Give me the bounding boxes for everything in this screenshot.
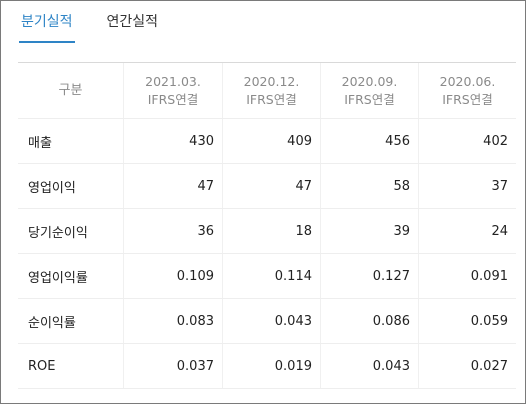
row-label: 영업이익률	[18, 254, 124, 298]
header-column: 2020.12. IFRS연결	[223, 63, 321, 118]
header-column: 2021.03. IFRS연결	[124, 63, 223, 118]
table-cell: 0.043	[223, 299, 321, 343]
header-basis: IFRS연결	[442, 91, 493, 107]
table-cell: 456	[321, 119, 419, 163]
table-cell: 0.086	[321, 299, 419, 343]
row-label: 순이익률	[18, 299, 124, 343]
table-cell: 37	[491, 178, 508, 194]
table-cell: 0.109	[124, 254, 223, 298]
header-basis: IFRS연결	[147, 91, 199, 107]
table-row-operating-profit: 영업이익 47 47 58 37	[18, 164, 516, 209]
table-cell: 0.083	[124, 299, 223, 343]
row-label: 매출	[18, 119, 124, 163]
table-cell: 0.027	[470, 358, 508, 374]
header-basis: IFRS연결	[246, 91, 297, 107]
table-cell: 47	[124, 164, 223, 208]
header-period: 2020.06.	[439, 73, 496, 89]
table-cell: 0.059	[470, 313, 508, 329]
table-cell: 409	[223, 119, 321, 163]
table-cell: 18	[223, 209, 321, 253]
header-period: 2020.12.	[243, 73, 300, 89]
tab-annual-results[interactable]: 연간실적	[106, 14, 159, 30]
table-cell: 47	[223, 164, 321, 208]
table-cell: 0.037	[124, 344, 223, 388]
row-label: ROE	[18, 344, 124, 388]
table-cell: 0.043	[321, 344, 419, 388]
table-row-net-income: 당기순이익 36 18 39 24	[18, 209, 516, 254]
header-period: 2021.03.	[145, 73, 201, 89]
tab-quarterly-results[interactable]: 분기실적	[19, 8, 75, 43]
row-label: 당기순이익	[18, 209, 124, 253]
table-cell: 402	[483, 133, 508, 149]
table-row-operating-margin: 영업이익률 0.109 0.114 0.127 0.091	[18, 254, 516, 299]
table-cell: 24	[491, 223, 508, 239]
table-cell: 0.114	[223, 254, 321, 298]
header-category-label: 구분	[58, 82, 83, 98]
table-row-net-margin: 순이익률 0.083 0.043 0.086 0.059	[18, 299, 516, 344]
financial-results-table: 구분 2021.03. IFRS연결 2020.12. IFRS연결 2020.…	[18, 62, 516, 389]
table-cell: 430	[124, 119, 223, 163]
header-basis: IFRS연결	[344, 91, 395, 107]
row-label: 영업이익	[18, 164, 124, 208]
table-cell: 36	[124, 209, 223, 253]
table-cell: 39	[321, 209, 419, 253]
table-cell: 0.091	[470, 268, 508, 284]
table-row-roe: ROE 0.037 0.019 0.043 0.027	[18, 344, 516, 389]
table-cell: 58	[321, 164, 419, 208]
table-cell: 0.127	[321, 254, 419, 298]
table-header-row: 구분 2021.03. IFRS연결 2020.12. IFRS연결 2020.…	[18, 63, 516, 119]
tab-bar: 분기실적 연간실적	[19, 8, 160, 44]
header-period: 2020.09.	[341, 73, 398, 89]
header-column: 2020.09. IFRS연결	[321, 63, 419, 118]
header-column: 2020.06. IFRS연결	[419, 63, 516, 118]
header-category: 구분	[18, 63, 124, 118]
table-row-revenue: 매출 430 409 456 402	[18, 119, 516, 164]
table-cell: 0.019	[223, 344, 321, 388]
